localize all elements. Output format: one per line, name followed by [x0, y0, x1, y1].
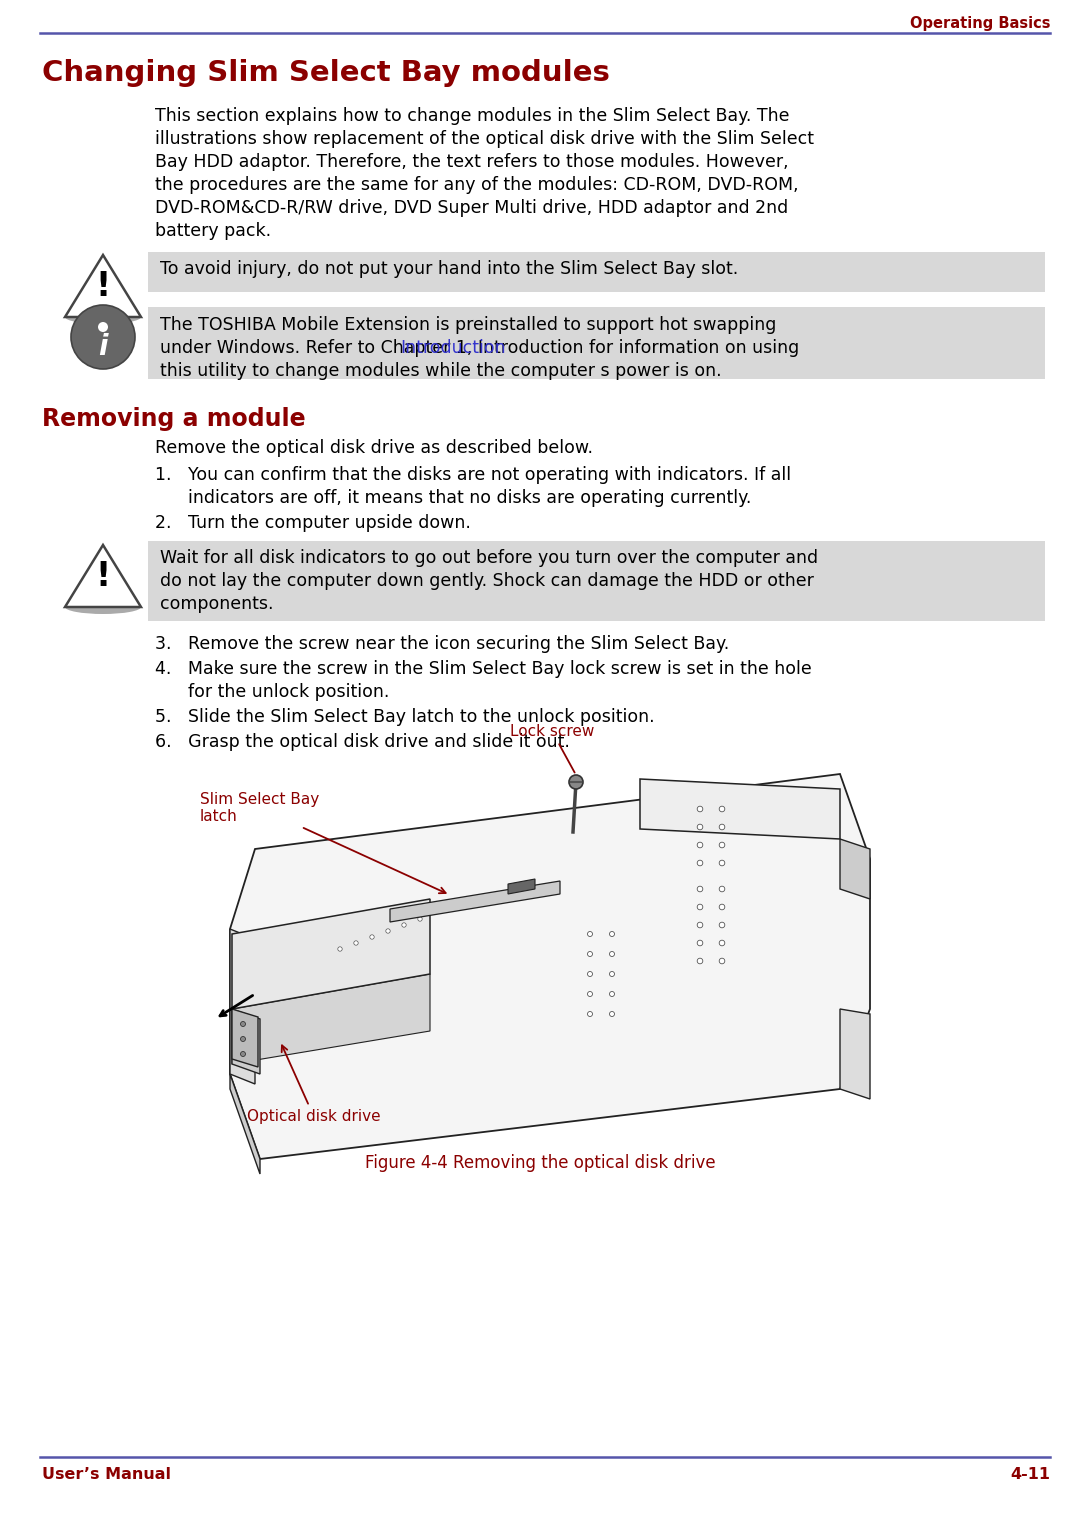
- Text: Optical disk drive: Optical disk drive: [247, 1046, 380, 1124]
- Circle shape: [609, 931, 615, 936]
- Circle shape: [698, 806, 703, 812]
- Circle shape: [241, 1037, 245, 1041]
- Text: Operating Basics: Operating Basics: [909, 15, 1050, 31]
- Text: Introduction: Introduction: [400, 339, 505, 356]
- Polygon shape: [230, 774, 870, 1159]
- Circle shape: [418, 917, 422, 920]
- Polygon shape: [232, 974, 430, 1064]
- Polygon shape: [65, 544, 141, 607]
- Polygon shape: [232, 1009, 258, 1067]
- Text: Changing Slim Select Bay modules: Changing Slim Select Bay modules: [42, 60, 610, 87]
- Circle shape: [698, 959, 703, 963]
- Polygon shape: [840, 1009, 870, 1099]
- Text: this utility to change modules while the computer s power is on.: this utility to change modules while the…: [160, 362, 721, 381]
- Circle shape: [719, 940, 725, 946]
- Polygon shape: [230, 930, 255, 1084]
- Circle shape: [369, 934, 374, 939]
- Circle shape: [386, 928, 390, 933]
- Circle shape: [698, 824, 703, 830]
- Text: 1.   You can confirm that the disks are not operating with indicators. If all: 1. You can confirm that the disks are no…: [156, 466, 792, 485]
- Text: the procedures are the same for any of the modules: CD-ROM, DVD-ROM,: the procedures are the same for any of t…: [156, 176, 798, 194]
- Circle shape: [241, 1052, 245, 1057]
- Text: The TOSHIBA Mobile Extension is preinstalled to support hot swapping: The TOSHIBA Mobile Extension is preinsta…: [160, 317, 777, 333]
- Circle shape: [241, 1021, 245, 1026]
- FancyBboxPatch shape: [148, 252, 1045, 292]
- Text: Remove the optical disk drive as described below.: Remove the optical disk drive as describ…: [156, 439, 593, 457]
- Text: Lock screw: Lock screw: [510, 725, 594, 772]
- Circle shape: [719, 904, 725, 910]
- Circle shape: [719, 842, 725, 847]
- Polygon shape: [232, 1009, 260, 1073]
- Circle shape: [98, 323, 108, 332]
- Circle shape: [338, 946, 342, 951]
- Circle shape: [698, 940, 703, 946]
- Circle shape: [588, 1012, 593, 1017]
- Circle shape: [719, 887, 725, 891]
- Text: 5.   Slide the Slim Select Bay latch to the unlock position.: 5. Slide the Slim Select Bay latch to th…: [156, 708, 654, 726]
- Circle shape: [719, 959, 725, 963]
- FancyBboxPatch shape: [148, 307, 1045, 379]
- Circle shape: [719, 922, 725, 928]
- Circle shape: [719, 861, 725, 865]
- Text: for the unlock position.: for the unlock position.: [156, 683, 390, 700]
- Text: Slim Select Bay
latch: Slim Select Bay latch: [200, 792, 446, 893]
- Circle shape: [609, 971, 615, 977]
- Text: illustrations show replacement of the optical disk drive with the Slim Select: illustrations show replacement of the op…: [156, 130, 814, 148]
- Polygon shape: [65, 255, 141, 317]
- Polygon shape: [640, 778, 840, 839]
- Text: This section explains how to change modules in the Slim Select Bay. The: This section explains how to change modu…: [156, 107, 789, 125]
- FancyBboxPatch shape: [148, 541, 1045, 621]
- Text: 6.   Grasp the optical disk drive and slide it out.: 6. Grasp the optical disk drive and slid…: [156, 732, 570, 751]
- Text: Wait for all disk indicators to go out before you turn over the computer and: Wait for all disk indicators to go out b…: [160, 549, 819, 567]
- Text: battery pack.: battery pack.: [156, 222, 271, 240]
- Circle shape: [719, 824, 725, 830]
- Circle shape: [588, 951, 593, 957]
- Circle shape: [719, 806, 725, 812]
- Polygon shape: [232, 899, 430, 1009]
- Ellipse shape: [65, 599, 141, 615]
- Circle shape: [698, 922, 703, 928]
- Circle shape: [698, 861, 703, 865]
- Text: 4.   Make sure the screw in the Slim Select Bay lock screw is set in the hole: 4. Make sure the screw in the Slim Selec…: [156, 661, 812, 677]
- Circle shape: [609, 1012, 615, 1017]
- Text: !: !: [95, 271, 110, 303]
- Text: 4-11: 4-11: [1010, 1466, 1050, 1482]
- Circle shape: [354, 940, 359, 945]
- Circle shape: [698, 887, 703, 891]
- Polygon shape: [390, 881, 561, 922]
- Circle shape: [402, 924, 406, 927]
- Ellipse shape: [65, 310, 141, 324]
- Text: components.: components.: [160, 595, 273, 613]
- Text: 3.   Remove the screw near the icon securing the Slim Select Bay.: 3. Remove the screw near the icon securi…: [156, 635, 729, 653]
- Text: i: i: [98, 333, 108, 361]
- Text: indicators are off, it means that no disks are operating currently.: indicators are off, it means that no dis…: [156, 489, 752, 508]
- Circle shape: [588, 991, 593, 997]
- Text: Removing a module: Removing a module: [42, 407, 306, 431]
- Polygon shape: [840, 839, 870, 899]
- Text: !: !: [95, 560, 110, 593]
- Text: 2.   Turn the computer upside down.: 2. Turn the computer upside down.: [156, 514, 471, 532]
- Circle shape: [698, 842, 703, 847]
- Text: User’s Manual: User’s Manual: [42, 1466, 171, 1482]
- Text: do not lay the computer down gently. Shock can damage the HDD or other: do not lay the computer down gently. Sho…: [160, 572, 814, 590]
- Circle shape: [588, 971, 593, 977]
- Circle shape: [698, 904, 703, 910]
- Text: DVD-ROM&CD-R/RW drive, DVD Super Multi drive, HDD adaptor and 2nd: DVD-ROM&CD-R/RW drive, DVD Super Multi d…: [156, 199, 788, 217]
- Text: under Windows. Refer to Chapter 1, Introduction for information on using: under Windows. Refer to Chapter 1, Intro…: [160, 339, 799, 356]
- Text: To avoid injury, do not put your hand into the Slim Select Bay slot.: To avoid injury, do not put your hand in…: [160, 260, 739, 278]
- Circle shape: [569, 775, 583, 789]
- Circle shape: [71, 304, 135, 368]
- Circle shape: [609, 951, 615, 957]
- Polygon shape: [230, 1073, 260, 1174]
- Text: Figure 4-4 Removing the optical disk drive: Figure 4-4 Removing the optical disk dri…: [365, 1154, 715, 1173]
- Text: Bay HDD adaptor. Therefore, the text refers to those modules. However,: Bay HDD adaptor. Therefore, the text ref…: [156, 153, 788, 171]
- Circle shape: [588, 931, 593, 936]
- Polygon shape: [508, 879, 535, 894]
- Circle shape: [609, 991, 615, 997]
